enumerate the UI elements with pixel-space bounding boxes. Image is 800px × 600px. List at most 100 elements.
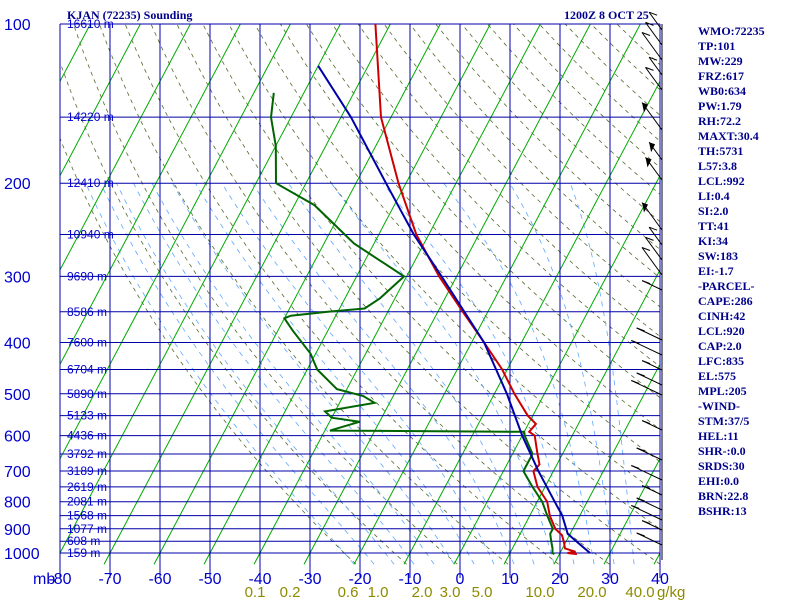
height-label: 16610 m [67,17,114,31]
temp-tick-label: 40 [651,571,669,588]
isotherm [403,80,660,565]
height-label: 1568 m [67,509,107,523]
temp-tick-label: -20 [348,571,371,588]
temp-tick-label: 20 [551,571,569,588]
index-item: TH:5731 [698,144,744,158]
index-item: KI:34 [698,234,728,248]
height-label: 14220 m [67,110,114,124]
moist-adiabat [116,183,395,565]
index-item: SRDS:30 [698,459,745,473]
index-item: CINH:42 [698,309,746,323]
index-item: TT:41 [698,219,730,233]
wind-barb-feather [631,340,640,344]
isotherm [60,24,341,555]
wind-barb-feather [645,21,654,26]
wind-barb-feather [641,247,651,251]
pressure-tick-label: 1000 [4,546,40,563]
chart-series [269,24,591,556]
index-item: EL:575 [698,369,737,383]
wind-barb-flag [642,102,648,113]
dry-adiabat [409,24,660,279]
dry-adiabat [228,24,660,496]
wind-barb-feather [636,372,645,377]
wind-barb [641,32,663,61]
temp-tick-label: -30 [298,571,321,588]
wind-barb [645,22,663,46]
index-item: LI:0.4 [698,189,730,203]
index-item: STM:37/5 [698,414,750,428]
height-label: 4436 m [67,429,107,443]
temp-tick-label: -40 [248,571,271,588]
height-label: 8586 m [67,305,107,319]
wind-barb [645,237,663,261]
wind-barb-feather [648,226,658,231]
temp-tick-label: 0 [456,571,465,588]
index-item: EHI:0.0 [698,474,740,488]
moist-adiabat [195,182,475,565]
wind-barb [645,67,663,91]
index-item: CAP:2.0 [698,339,742,353]
dry-adiabat [73,24,458,565]
mixing-ratio-label: 20.0 [577,584,606,600]
moist-adiabat [569,183,635,565]
temp-tick-label: -60 [148,571,171,588]
wind-barb-feather [631,380,640,384]
temp-tick-label: -80 [48,571,71,588]
index-item: LCL:992 [698,174,745,188]
indices-panel: WMO:72235 TP:101 MW:229 FRZ:617 WB0:634 PW:1.… [698,24,798,519]
height-label: 2619 m [67,480,107,494]
isotherm [453,174,660,565]
mixing-ratio-label: 1.0 [368,584,389,600]
moist-adiabat [287,182,535,565]
moist-adiabat [330,182,555,565]
wind-barb-feather [641,360,651,365]
index-item: -WIND- [698,399,740,413]
height-label: 2081 m [67,495,107,509]
index-item: SHR-:0.0 [698,444,746,458]
height-label: 9690 m [67,269,107,283]
wind-barb-feather [636,327,645,332]
wind-barb-feather [631,465,640,469]
index-item: TP:101 [698,39,736,53]
index-item: BRN:22.8 [698,489,749,503]
dry-adiabat [176,24,660,565]
moist-adiabat [100,183,375,565]
index-item: MW:229 [698,54,743,68]
pressure-tick-label: 200 [4,176,31,193]
mixing-ratio-label: 10.0 [525,584,554,600]
dry-adiabat [150,24,610,565]
wind-barb [648,11,663,31]
isotherm [103,24,391,565]
wind-barb-feather [641,520,651,525]
mixing-ratio-label: 0.2 [280,584,301,600]
mixing-ratio-unit: g/kg [657,584,685,600]
chart-title-time: 1200Z 8 OCT 25 [564,8,649,22]
dry-adiabat [60,60,407,565]
isotherm [603,457,660,565]
isotherm [60,24,241,366]
index-item: BSHR:13 [698,504,747,518]
mixing-ratio-label: 3.0 [440,584,461,600]
height-label: 3189 m [67,464,107,478]
index-item: EI:-1.7 [698,264,734,278]
index-item: WMO:72235 [698,24,765,38]
isotherm [203,24,491,565]
index-item: SI:2.0 [698,204,729,218]
pressure-unit-label: mb [33,571,55,588]
height-label: 608 m [67,534,100,548]
index-item: HEL:11 [698,429,739,443]
wind-barb [648,226,663,246]
index-item: MAXT:30.4 [698,129,759,143]
mixing-ratio-label: 2.0 [412,584,433,600]
mixing-ratio-label: 0.1 [245,584,266,600]
dry-adiabat [280,24,660,430]
moist-adiabat [221,182,495,565]
wind-barb-flag [642,202,648,213]
isotherm [60,24,291,460]
moist-adiabat [151,183,435,565]
wind-barb-feather [641,32,651,36]
parcel-line [317,65,591,554]
wind-barb [648,56,663,76]
height-label: 5890 m [67,387,107,401]
